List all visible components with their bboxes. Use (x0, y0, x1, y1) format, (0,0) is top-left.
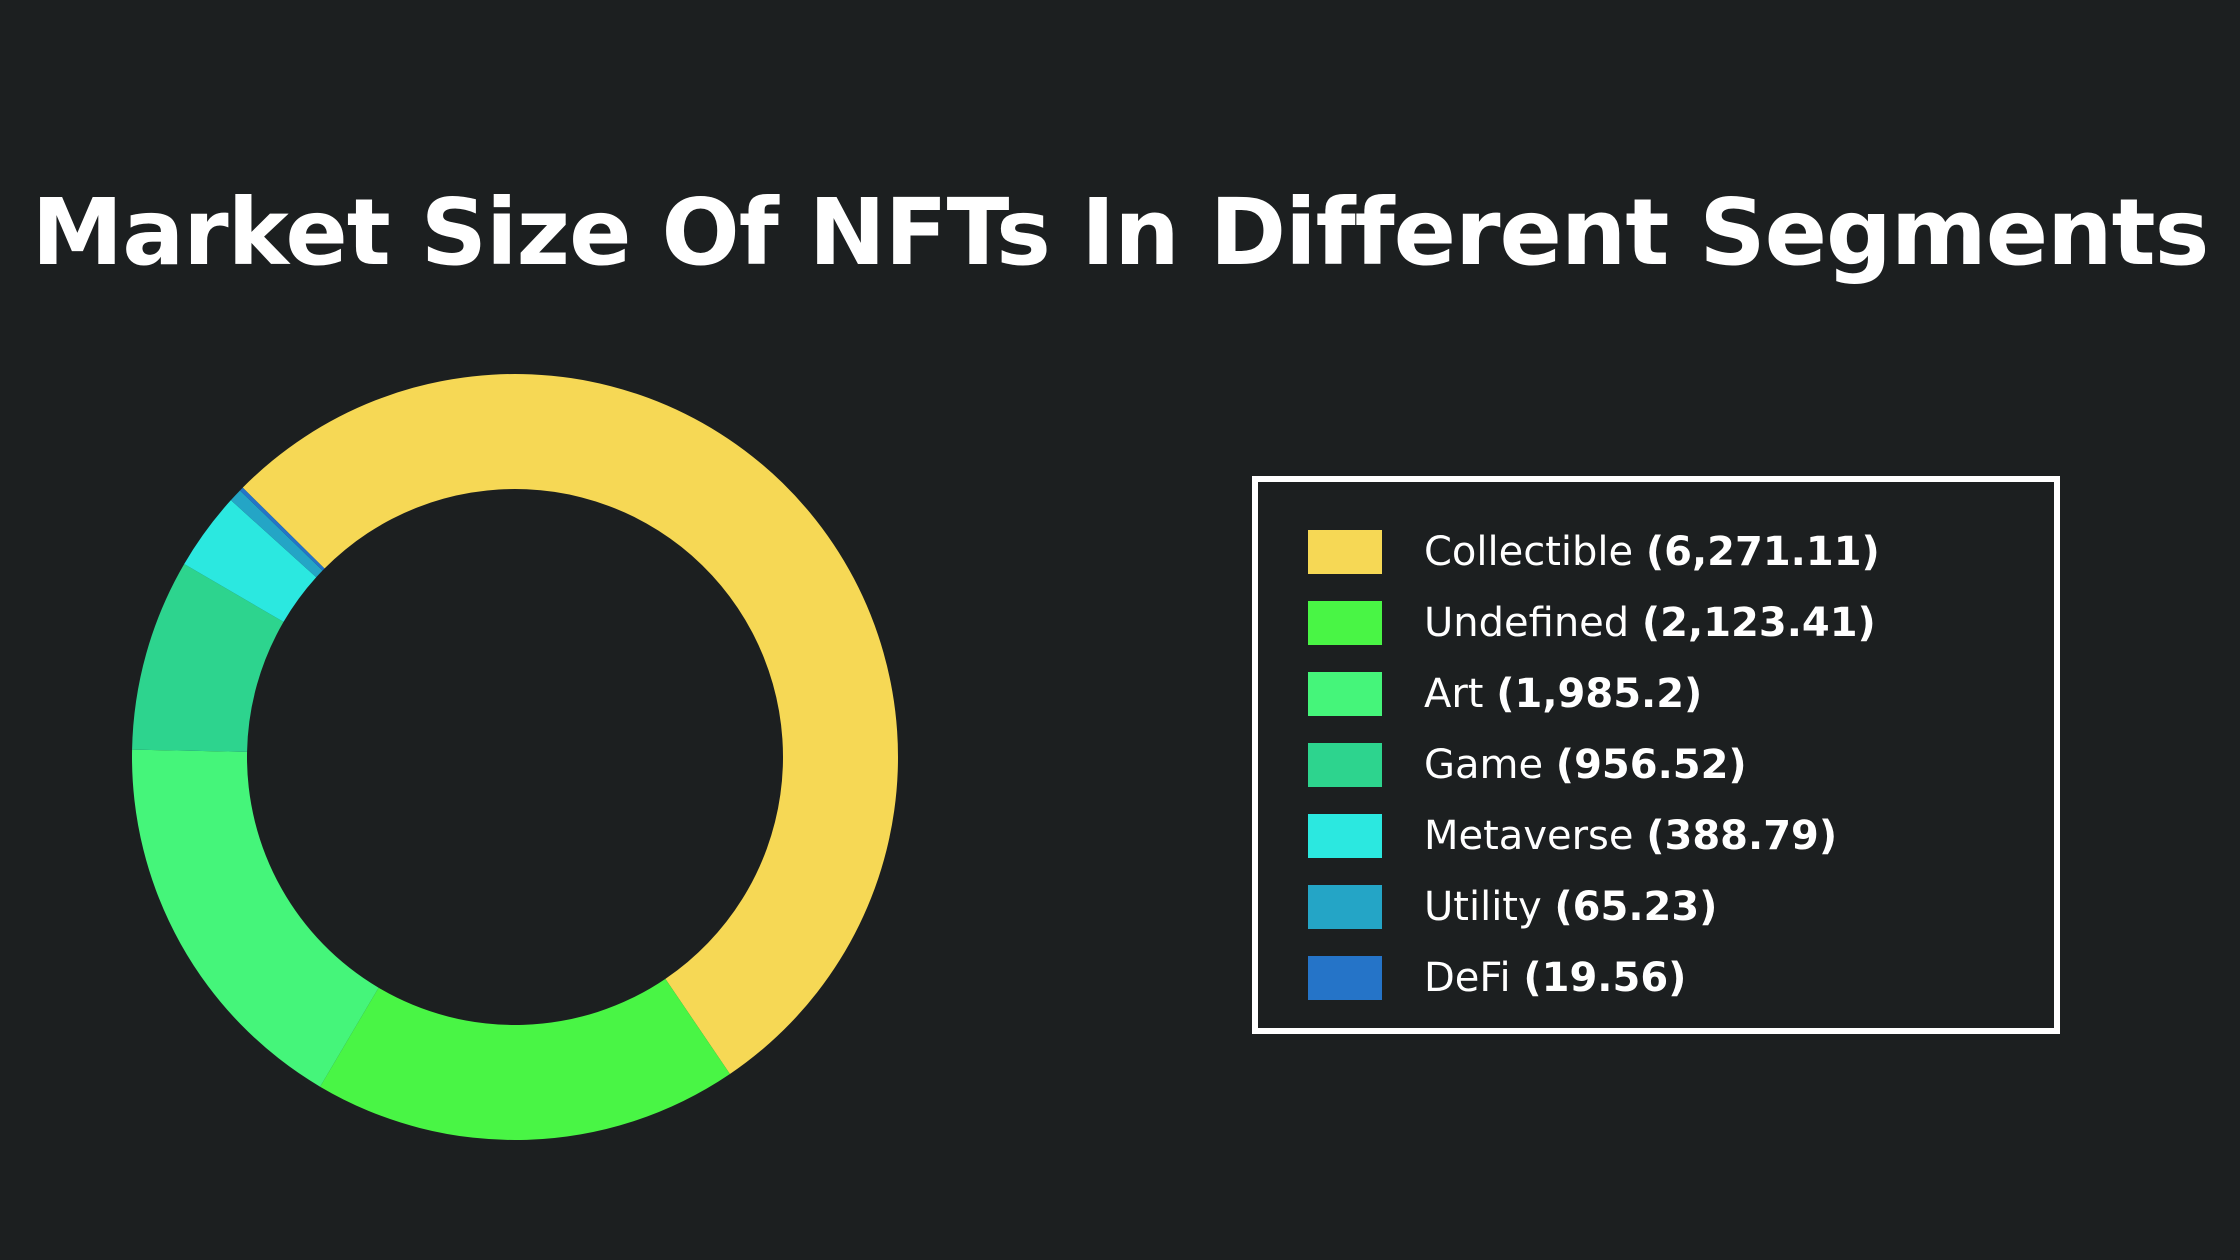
donut-slice-undefined (320, 978, 730, 1140)
legend-label: Collectible (6,271.11) (1424, 527, 1880, 577)
legend-label: DeFi (19.56) (1424, 953, 1686, 1003)
legend-label-value: (388.79) (1646, 813, 1838, 859)
donut-slice-utility (230, 490, 323, 578)
legend-item-art: Art (1,985.2) (1308, 669, 1702, 719)
legend-label-name: Utility (1424, 884, 1555, 930)
legend-swatch (1308, 956, 1382, 1000)
legend-item-defi: DeFi (19.56) (1308, 953, 1686, 1003)
donut-slice-art (131, 749, 379, 1087)
donut-slice-defi (239, 487, 325, 571)
legend-label-name: Collectible (1424, 529, 1646, 575)
legend-label: Utility (65.23) (1424, 882, 1717, 932)
legend-label-value: (2,123.41) (1641, 600, 1876, 646)
legend-item-game: Game (956.52) (1308, 740, 1747, 790)
legend-swatch (1308, 814, 1382, 858)
legend-label-value: (1,985.2) (1496, 671, 1703, 717)
legend-label-value: (956.52) (1555, 742, 1747, 788)
legend-item-utility: Utility (65.23) (1308, 882, 1717, 932)
legend-item-undefined: Undefined (2,123.41) (1308, 598, 1876, 648)
legend-label: Undefined (2,123.41) (1424, 598, 1876, 648)
legend: Collectible (6,271.11) Undefined (2,123.4… (1252, 476, 2060, 1034)
legend-swatch (1308, 672, 1382, 716)
legend-label-name: Undefined (1424, 600, 1642, 646)
legend-label: Metaverse (388.79) (1424, 811, 1837, 861)
legend-label: Art (1,985.2) (1424, 669, 1702, 719)
legend-swatch (1308, 743, 1382, 787)
legend-label-value: (65.23) (1554, 884, 1718, 930)
legend-label-name: Game (1424, 742, 1556, 788)
legend-label: Game (956.52) (1424, 740, 1747, 790)
legend-swatch (1308, 885, 1382, 929)
chart-title: Market Size Of NFTs In Different Segment… (31, 179, 2210, 286)
legend-swatch (1308, 530, 1382, 574)
legend-item-collectible: Collectible (6,271.11) (1308, 527, 1880, 577)
legend-label-name: DeFi (1424, 955, 1524, 1001)
donut-slice-game (132, 563, 284, 752)
legend-label-name: Art (1424, 671, 1497, 717)
legend-label-value: (6,271.11) (1645, 529, 1880, 575)
legend-item-metaverse: Metaverse (388.79) (1308, 811, 1837, 861)
legend-label-value: (19.56) (1523, 955, 1687, 1001)
donut-slice-metaverse (184, 500, 317, 622)
legend-label-name: Metaverse (1424, 813, 1647, 859)
donut-slice-collectible (242, 374, 898, 1075)
legend-swatch (1308, 601, 1382, 645)
